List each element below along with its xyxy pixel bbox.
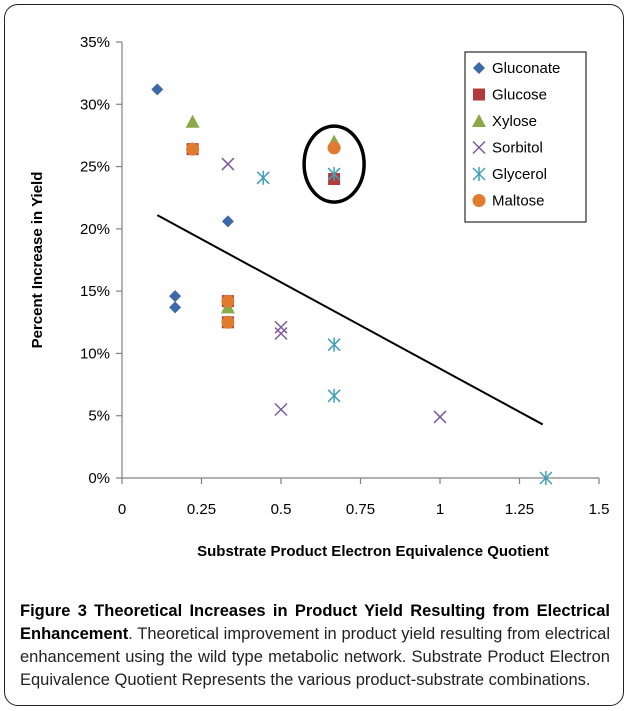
data-point-maltose [186, 142, 200, 156]
x-axis-title: Substrate Product Electron Equivalence Q… [197, 543, 549, 560]
data-point-maltose [221, 315, 235, 329]
legend-label-gluconate: Gluconate [492, 60, 560, 77]
x-tick-label: 1.25 [505, 501, 534, 518]
legend-marker-maltose [472, 194, 486, 207]
x-tick-label: 1 [436, 501, 444, 518]
data-point-glycerol [327, 337, 341, 352]
x-tick-label: 0 [118, 501, 126, 518]
scatter-chart: 0% 5% 10% 15% 20% 25% 30% 35% 0 0.25 0.5 0.75 1 1.25 1… [29, 34, 610, 560]
data-point-sorbitol [433, 410, 447, 424]
y-tick-label: 20% [80, 221, 110, 238]
y-tick-label: 0% [88, 470, 110, 487]
data-point-gluconate [151, 83, 164, 96]
figure-caption: Figure 3 Theoretical Increases in Produc… [20, 600, 610, 692]
legend-label-sorbitol: Sorbitol [492, 140, 543, 157]
y-tick-label: 25% [80, 159, 110, 176]
data-point-sorbitol [274, 320, 288, 334]
data-point-sorbitol [274, 326, 288, 341]
data-point-xylose [185, 114, 200, 128]
data-point-gluconate [169, 290, 182, 303]
legend-box [464, 51, 587, 223]
data-point-maltose [221, 294, 235, 308]
y-tick-label: 15% [80, 283, 110, 300]
trendline [156, 214, 544, 426]
highlight-ellipse [302, 124, 366, 204]
y-tick-label: 35% [80, 34, 110, 51]
y-tick-label: 5% [88, 408, 110, 425]
legend-label-maltose: Maltose [492, 193, 545, 210]
y-tick-label: 30% [80, 96, 110, 113]
data-point-glycerol [327, 167, 341, 182]
legend-label-glycerol: Glycerol [492, 166, 547, 183]
data-point-maltose [327, 141, 341, 155]
y-tick-label: 10% [80, 345, 110, 362]
data-point-glycerol [539, 471, 553, 485]
data-point-gluconate [221, 215, 234, 228]
x-tick-label: 0.5 [271, 501, 292, 518]
legend-label-glucose: Glucose [492, 87, 547, 104]
y-axis-title: Percent Increase in Yield [29, 172, 46, 349]
data-point-glycerol [256, 170, 270, 185]
data-point-glycerol [327, 388, 341, 403]
data-point-sorbitol [221, 157, 235, 171]
data-point-sorbitol [274, 402, 288, 417]
x-tick-label: 0.75 [346, 501, 375, 518]
legend-marker-xylose [472, 114, 486, 127]
legend-marker-glucose [473, 88, 485, 101]
legend-marker-glycerol [472, 167, 486, 181]
caption-label: Figure 3 [20, 602, 87, 620]
x-tick-label: 0.25 [187, 501, 216, 518]
data-point-gluconate [169, 301, 182, 314]
legend-marker-gluconate [473, 62, 485, 74]
caption-title: Theoretical Increases in Product Yield R… [20, 602, 610, 643]
legend-marker-sorbitol [472, 140, 486, 155]
x-tick-label: 1.5 [589, 501, 610, 518]
legend-label-xylose: Xylose [492, 113, 537, 130]
caption-body: . Theoretical improvement in product yie… [20, 625, 610, 689]
